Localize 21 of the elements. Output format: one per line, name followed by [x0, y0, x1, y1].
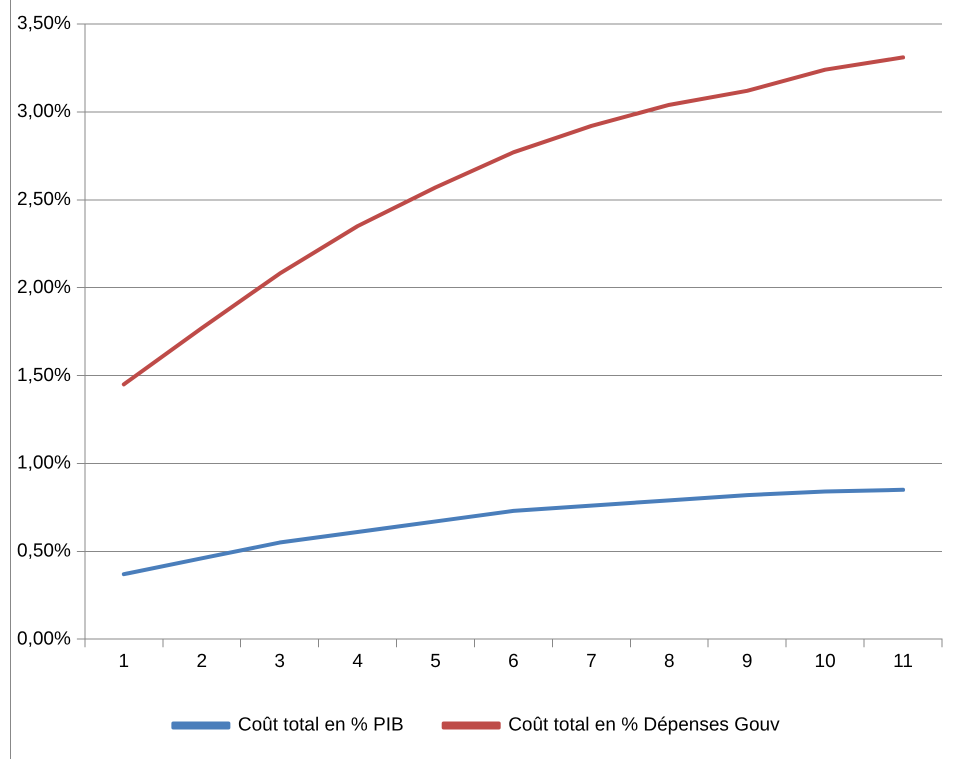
y-tick-label: 0,50%	[17, 540, 71, 562]
y-tick-label: 3,50%	[17, 13, 71, 34]
y-tick-label: 1,00%	[17, 452, 71, 474]
y-tick-label: 0,00%	[17, 628, 71, 650]
legend-label: Coût total en % PIB	[238, 714, 404, 736]
x-tick-label: 10	[814, 650, 836, 672]
y-tick-label: 3,00%	[17, 101, 71, 122]
x-tick-label: 7	[586, 650, 597, 672]
x-tick-label: 2	[196, 650, 208, 672]
y-tick-label: 2,00%	[17, 276, 71, 298]
x-tick-label: 4	[352, 650, 364, 672]
y-tick-label: 2,50%	[17, 189, 71, 210]
x-tick-label: 1	[118, 650, 130, 672]
x-tick-label: 9	[742, 650, 752, 672]
x-tick-label: 5	[430, 650, 441, 672]
y-tick-label: 1,50%	[17, 364, 71, 386]
legend-label: Coût total en % Dépenses Gouv	[508, 714, 780, 736]
x-tick-label: 8	[664, 650, 675, 672]
x-tick-label: 6	[508, 650, 519, 672]
x-tick-label: 11	[893, 650, 913, 672]
x-tick-label: 3	[274, 650, 285, 672]
